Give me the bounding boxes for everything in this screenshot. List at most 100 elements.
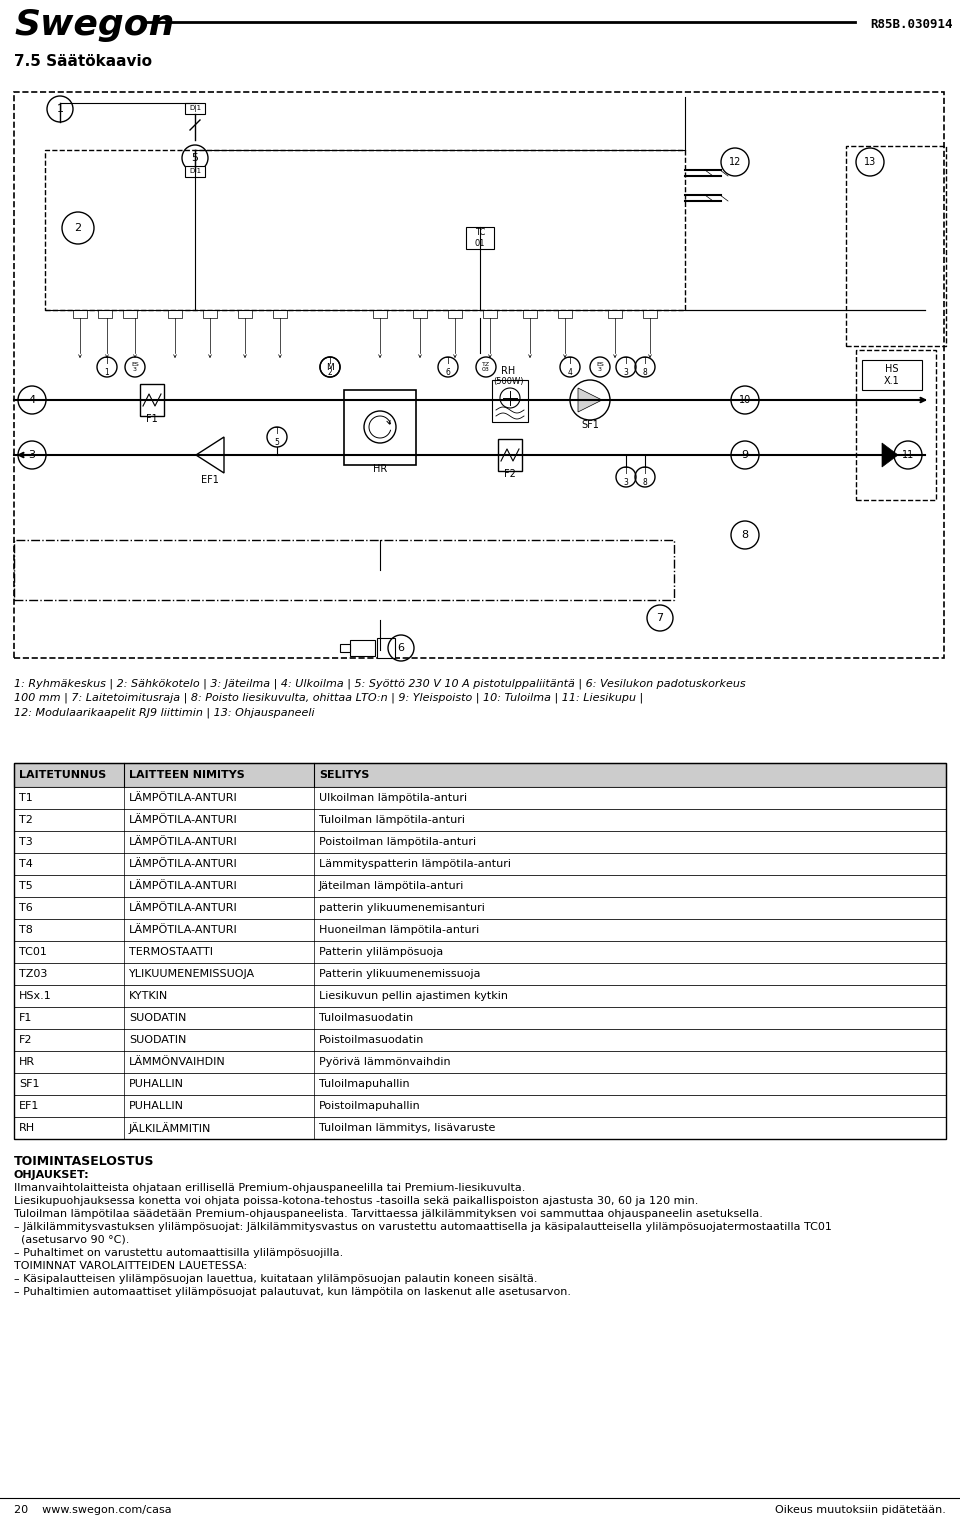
Text: Swegon: Swegon xyxy=(14,8,175,43)
Text: SF1: SF1 xyxy=(581,420,599,429)
Bar xyxy=(14,1116,946,1139)
Text: Tuloilmasuodatin: Tuloilmasuodatin xyxy=(319,1013,413,1023)
Bar xyxy=(14,963,946,985)
Bar xyxy=(413,311,427,318)
Text: RH: RH xyxy=(501,366,516,376)
Text: Tuloilman lämpötila-anturi: Tuloilman lämpötila-anturi xyxy=(319,815,465,825)
Text: T2: T2 xyxy=(19,815,33,825)
Text: LÄMMÖNVAIHDIN: LÄMMÖNVAIHDIN xyxy=(129,1057,226,1068)
Text: HR: HR xyxy=(19,1057,36,1068)
Text: 7: 7 xyxy=(657,612,663,623)
Bar xyxy=(168,311,182,318)
Text: Ulkoilman lämpötila-anturi: Ulkoilman lämpötila-anturi xyxy=(319,793,468,803)
Text: TERMOSTAATTI: TERMOSTAATTI xyxy=(129,947,213,956)
Bar xyxy=(14,1051,946,1074)
Text: T
5: T 5 xyxy=(275,428,279,446)
Bar xyxy=(14,541,674,600)
Text: SUODATIN: SUODATIN xyxy=(129,1013,186,1023)
Text: LÄMPÖTILA-ANTURI: LÄMPÖTILA-ANTURI xyxy=(129,924,238,935)
Text: T
1: T 1 xyxy=(105,358,109,376)
Circle shape xyxy=(570,381,610,420)
Bar xyxy=(340,644,350,652)
Text: OHJAUKSET:: OHJAUKSET: xyxy=(14,1170,89,1180)
Text: YLIKUUMENEMISSUOJA: YLIKUUMENEMISSUOJA xyxy=(129,969,255,979)
Text: Poistoilman lämpötila-anturi: Poistoilman lämpötila-anturi xyxy=(319,838,476,847)
Text: LÄMPÖTILA-ANTURI: LÄMPÖTILA-ANTURI xyxy=(129,815,238,825)
Text: HS
X.1: HS X.1 xyxy=(884,364,900,385)
Bar xyxy=(498,439,522,471)
Bar xyxy=(558,311,572,318)
Text: JÄLKILÄMMITIN: JÄLKILÄMMITIN xyxy=(129,1122,211,1135)
Text: T8: T8 xyxy=(19,924,33,935)
Text: (500W): (500W) xyxy=(492,378,523,385)
Bar xyxy=(448,311,462,318)
Bar xyxy=(123,311,137,318)
Text: 20    www.swegon.com/casa: 20 www.swegon.com/casa xyxy=(14,1505,172,1515)
Text: TZ
03: TZ 03 xyxy=(482,361,490,373)
Text: EF1: EF1 xyxy=(201,475,219,484)
Text: 1: Ryhmäkeskus | 2: Sähkökotelo | 3: Jäteilma | 4: Ulkoilma | 5: Syöttö 230 V 10: 1: Ryhmäkeskus | 2: Sähkökotelo | 3: Jät… xyxy=(14,678,746,717)
Text: HSx.1: HSx.1 xyxy=(19,991,52,1001)
Text: Liesikuvun pellin ajastimen kytkin: Liesikuvun pellin ajastimen kytkin xyxy=(319,991,508,1001)
Text: T
8: T 8 xyxy=(642,468,647,487)
Bar xyxy=(45,149,685,311)
Bar xyxy=(523,311,537,318)
Text: T
2: T 2 xyxy=(327,358,332,376)
Text: 5: 5 xyxy=(191,152,199,163)
Text: LAITTEEN NIMITYS: LAITTEEN NIMITYS xyxy=(129,771,245,780)
Text: Tuloilmapuhallin: Tuloilmapuhallin xyxy=(319,1078,410,1089)
Text: TC
01: TC 01 xyxy=(475,228,485,248)
Text: T
4: T 4 xyxy=(567,358,572,376)
Text: D|1: D|1 xyxy=(189,168,201,175)
Bar xyxy=(238,311,252,318)
Bar xyxy=(273,311,287,318)
Polygon shape xyxy=(196,437,224,474)
Text: D|1: D|1 xyxy=(189,105,201,111)
Text: LÄMPÖTILA-ANTURI: LÄMPÖTILA-ANTURI xyxy=(129,838,238,847)
Bar xyxy=(14,763,946,1139)
Polygon shape xyxy=(882,443,898,468)
Text: KYTKIN: KYTKIN xyxy=(129,991,168,1001)
Text: ES
3: ES 3 xyxy=(596,361,604,373)
Text: HR: HR xyxy=(372,465,387,474)
Bar xyxy=(466,227,494,248)
Text: T5: T5 xyxy=(19,880,33,891)
Text: Jäteilman lämpötila-anturi: Jäteilman lämpötila-anturi xyxy=(319,880,465,891)
Text: T
3: T 3 xyxy=(624,358,629,376)
Text: RH: RH xyxy=(19,1122,36,1133)
Bar xyxy=(856,350,936,500)
Bar xyxy=(344,390,416,465)
Bar xyxy=(846,146,946,346)
Text: PUHALLIN: PUHALLIN xyxy=(129,1078,184,1089)
Polygon shape xyxy=(578,388,602,413)
Bar xyxy=(14,897,946,918)
Bar xyxy=(14,91,944,658)
Text: – Jälkilämmitysvastuksen ylilämpösuojat: Jälkilämmitysvastus on varustettu autom: – Jälkilämmitysvastuksen ylilämpösuojat:… xyxy=(14,1221,832,1232)
Bar xyxy=(14,1074,946,1095)
Text: TC01: TC01 xyxy=(19,947,47,956)
Text: LÄMPÖTILA-ANTURI: LÄMPÖTILA-ANTURI xyxy=(129,793,238,803)
Text: Lämmityspatterin lämpötila-anturi: Lämmityspatterin lämpötila-anturi xyxy=(319,859,511,870)
Text: LÄMPÖTILA-ANTURI: LÄMPÖTILA-ANTURI xyxy=(129,880,238,891)
Text: SF1: SF1 xyxy=(19,1078,39,1089)
Text: 10: 10 xyxy=(739,394,751,405)
Text: EF1: EF1 xyxy=(19,1101,39,1110)
Bar xyxy=(98,311,112,318)
Text: patterin ylikuumenemisanturi: patterin ylikuumenemisanturi xyxy=(319,903,485,912)
Bar xyxy=(483,311,497,318)
Bar xyxy=(14,809,946,832)
Text: Poistoilmapuhallin: Poistoilmapuhallin xyxy=(319,1101,420,1110)
Text: F2: F2 xyxy=(504,469,516,480)
Bar xyxy=(862,359,922,390)
Bar xyxy=(373,311,387,318)
Text: 7.5 Säätökaavio: 7.5 Säätökaavio xyxy=(14,53,152,69)
Text: Ilmanvaihtolaitteista ohjataan erillisellä Premium-ohjauspaneelilla tai Premium-: Ilmanvaihtolaitteista ohjataan erillisel… xyxy=(14,1183,525,1193)
Text: F2: F2 xyxy=(19,1036,33,1045)
Text: Patterin ylilämpösuoja: Patterin ylilämpösuoja xyxy=(319,947,444,956)
Bar xyxy=(14,853,946,876)
Text: PUHALLIN: PUHALLIN xyxy=(129,1101,184,1110)
Text: T3: T3 xyxy=(19,838,33,847)
Bar xyxy=(14,787,946,809)
Bar xyxy=(608,311,622,318)
Text: F1: F1 xyxy=(146,414,157,423)
